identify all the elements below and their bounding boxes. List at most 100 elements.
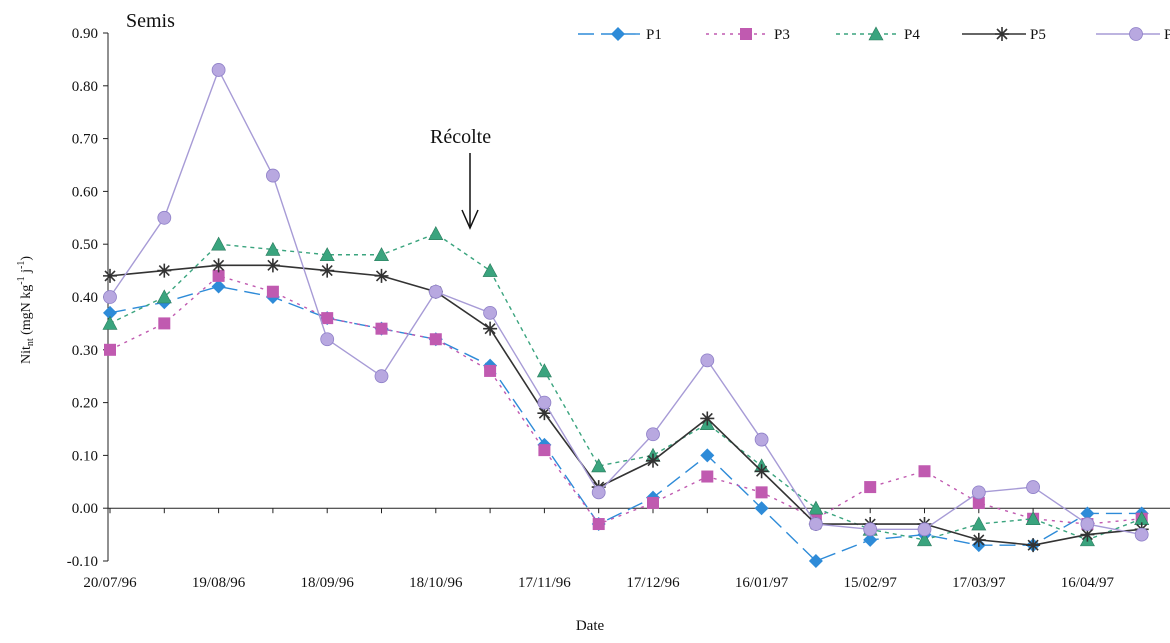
series-p1	[103, 279, 1149, 568]
series-group	[102, 63, 1150, 568]
data-point-p4	[265, 241, 281, 256]
x-tick-label: 19/08/96	[192, 575, 246, 591]
data-point-p6	[863, 522, 878, 537]
x-axis-ticks: 20/07/96 19/08/96 18/09/96 18/10/96 17/11/96…	[83, 508, 1143, 591]
y-tick-label: 0.70	[72, 132, 98, 148]
x-axis-title: Date	[576, 618, 605, 634]
x-tick-label: 15/02/97	[844, 575, 898, 591]
data-point-p6	[1129, 27, 1143, 41]
data-point-p3	[864, 481, 877, 494]
y-tick-label: 0.20	[72, 396, 98, 412]
legend-label: P5	[1030, 27, 1046, 43]
legend: P1 P3 P4 P5 P6	[578, 26, 1170, 43]
data-point-p3	[321, 312, 334, 325]
data-point-p6	[591, 485, 606, 500]
data-point-p1	[863, 532, 878, 547]
data-point-p3	[375, 322, 388, 335]
data-point-p5	[995, 27, 1009, 41]
data-point-p6	[428, 284, 443, 299]
y-tick-label: -0.10	[67, 554, 98, 570]
y-tick-label: 0.50	[72, 237, 98, 253]
data-point-p5	[700, 411, 715, 426]
data-point-p3	[701, 470, 714, 483]
series-line-p6	[109, 68, 1142, 536]
data-point-p5	[483, 321, 498, 336]
data-point-p6	[917, 522, 932, 537]
x-tick-label: 18/09/96	[301, 575, 355, 591]
legend-label: P4	[904, 27, 920, 43]
series-line-p1	[109, 285, 1142, 562]
data-point-p6	[971, 485, 986, 500]
y-tick-label: 0.60	[72, 184, 98, 200]
series-p4	[102, 226, 1150, 547]
y-tick-label: 0.40	[72, 290, 98, 306]
data-point-p1	[700, 448, 715, 463]
x-tick-label: 18/10/96	[409, 575, 463, 591]
data-point-p4	[156, 289, 172, 304]
series-p3	[104, 269, 1148, 531]
data-point-p5	[103, 268, 117, 283]
legend-item-p6: P6	[1096, 27, 1170, 43]
data-point-p4	[591, 458, 607, 473]
data-point-p6	[265, 168, 280, 183]
data-point-p5	[537, 406, 552, 421]
data-point-p4	[536, 363, 552, 378]
data-point-p6	[374, 369, 389, 384]
data-point-p5	[211, 258, 226, 273]
data-point-p5	[754, 464, 769, 479]
data-point-p4	[428, 226, 444, 240]
data-point-p6	[1134, 527, 1149, 542]
legend-item-p3: P3	[706, 27, 790, 43]
data-point-p5	[374, 268, 389, 283]
data-point-p5	[157, 263, 172, 278]
data-point-p5	[1080, 527, 1095, 542]
data-point-p1	[1080, 506, 1095, 521]
data-point-p5	[971, 532, 986, 547]
x-tick-label: 17/03/97	[952, 575, 1006, 591]
recolte-arrow-icon	[461, 153, 479, 230]
legend-item-p4: P4	[836, 26, 920, 43]
data-point-p6	[754, 432, 769, 447]
data-point-p6	[646, 427, 660, 442]
y-tick-label: 0.00	[72, 501, 98, 517]
data-point-p6	[483, 305, 498, 320]
data-point-p4	[971, 516, 987, 531]
data-point-p6	[809, 517, 823, 531]
data-point-p4	[808, 500, 824, 515]
data-point-p6	[1080, 517, 1095, 531]
data-point-p3	[918, 465, 931, 478]
y-axis-title: Nitnt (mgN kg-1 j-1)	[16, 256, 36, 364]
data-point-p1	[103, 305, 117, 320]
data-point-p6	[103, 290, 117, 304]
data-point-p6	[157, 210, 172, 225]
legend-item-p1: P1	[578, 27, 662, 43]
data-point-p4	[1025, 511, 1041, 526]
data-point-p4	[916, 532, 933, 547]
y-tick-label: 0.30	[72, 343, 98, 359]
x-tick-label: 17/12/96	[626, 575, 680, 591]
series-line-p3	[109, 275, 1142, 525]
data-point-p1	[754, 501, 769, 516]
data-point-p4	[102, 315, 118, 330]
data-point-p3	[647, 496, 659, 509]
data-point-p5	[646, 453, 660, 468]
data-point-p4	[319, 247, 335, 262]
data-point-p5	[265, 258, 280, 273]
series-p6	[103, 63, 1149, 542]
data-point-p3	[429, 333, 442, 346]
data-point-p5	[1026, 538, 1041, 553]
x-tick-label: 17/11/96	[518, 575, 571, 591]
data-point-p3	[212, 269, 225, 282]
legend-label: P3	[774, 27, 790, 43]
data-point-p6	[1026, 480, 1040, 494]
series-line-p5	[109, 264, 1142, 546]
annotation-recolte: Récolte	[430, 126, 491, 148]
data-point-p5	[320, 263, 335, 278]
data-point-p3	[104, 343, 116, 356]
data-point-p3	[972, 496, 985, 509]
data-point-p3	[266, 285, 279, 298]
x-tick-label: 16/01/97	[735, 575, 789, 591]
y-axis-ticks: 0.90 0.80 0.70 0.60 0.50 0.40 0.30 0.20 0.10 0.00…	[67, 26, 108, 570]
data-point-p3	[158, 317, 171, 330]
